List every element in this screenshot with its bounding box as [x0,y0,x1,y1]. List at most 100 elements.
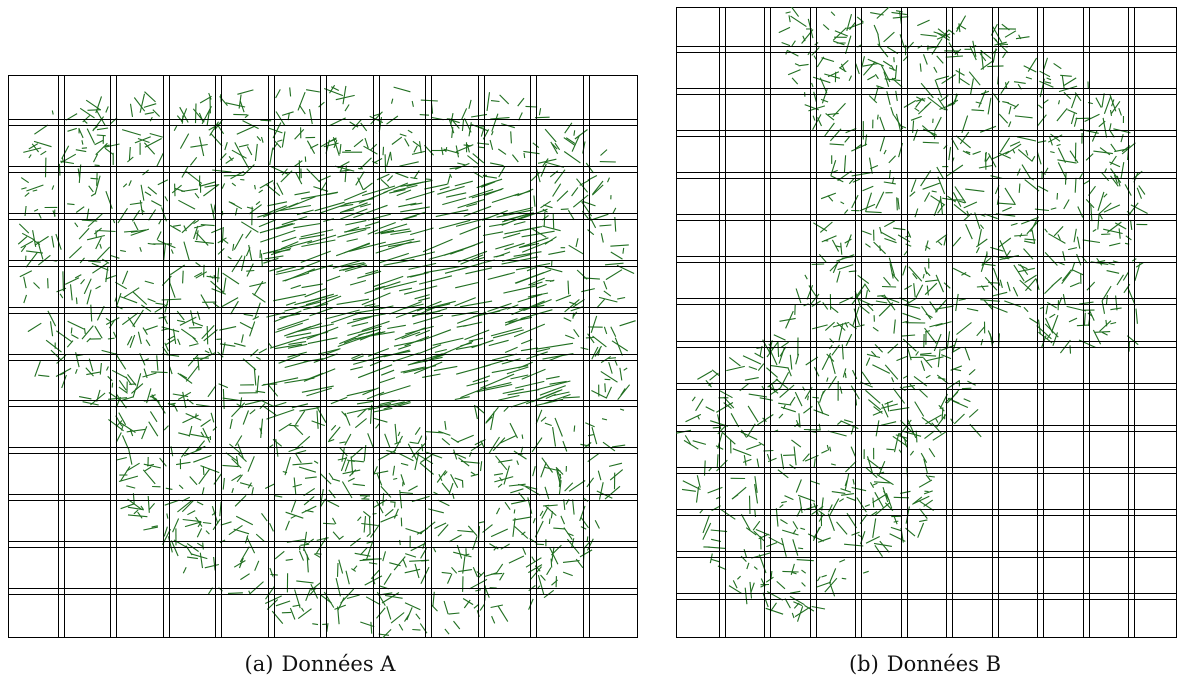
road-segment [144,191,152,197]
road-segment [844,480,848,487]
road-segment [518,237,549,249]
road-segment [842,368,847,378]
road-segment [886,91,891,106]
road-segment [307,234,337,244]
road-segment [457,198,485,209]
road-segment [795,479,802,493]
road-segment [382,492,385,506]
road-segment [400,251,436,261]
road-segment [539,385,566,396]
road-segment [281,215,308,226]
road-segment [525,557,542,568]
road-segment [544,505,557,517]
road-segment [952,267,971,278]
road-segment [1103,204,1121,213]
road-segment [1074,92,1082,102]
road-segment [818,423,821,430]
road-segment [178,432,190,437]
road-segment [923,357,933,369]
road-segment [195,271,208,279]
road-segment [602,441,616,452]
road-segment [301,607,305,612]
road-segment [85,367,94,377]
road-segment [875,191,885,209]
road-segment [935,274,945,293]
road-segment [1087,312,1093,317]
road-segment [463,599,471,609]
road-segment [597,470,602,481]
road-segment [339,333,364,345]
road-segment [550,511,554,519]
road-segment [297,92,306,111]
road-segment [266,599,279,610]
road-segment [304,288,327,298]
road-segment [239,482,253,487]
road-segment [1044,323,1059,338]
road-segment [1027,57,1038,72]
road-segment [366,532,371,538]
road-segment [408,485,418,492]
road-segment [468,188,494,198]
road-segment [1118,108,1122,116]
road-segment [948,29,955,35]
road-segment [1101,172,1110,182]
road-segment [910,179,917,192]
road-segment [1009,141,1021,147]
road-segment [51,110,54,115]
road-segment [1050,133,1061,142]
road-segment [598,482,604,500]
road-segment [142,469,156,485]
road-segment [307,337,338,345]
road-segment [534,116,550,119]
road-segment [454,477,464,482]
road-segment [37,241,44,260]
road-segment [598,296,618,303]
road-segment [1128,341,1131,352]
road-segment [69,284,73,301]
road-segment [285,301,296,306]
road-segment [273,293,306,302]
road-segment [420,566,430,584]
road-segment [396,189,412,197]
road-segment [504,317,526,326]
road-segment [202,542,204,550]
road-segment [324,87,344,97]
road-segment [549,170,559,178]
road-segment [351,321,369,327]
road-segment [383,573,392,585]
road-segment [126,485,136,489]
road-segment [399,133,407,137]
road-segment [535,409,543,425]
road-segment [38,213,42,219]
road-segment [865,467,878,479]
road-segment [611,340,628,352]
road-segment [449,173,453,178]
road-segment [413,361,443,375]
road-segment [244,535,249,544]
road-segment [955,69,965,76]
road-segment [1024,274,1037,284]
road-segment [400,366,425,373]
road-segment [490,100,500,103]
road-segment [328,472,334,479]
road-segment [143,463,161,469]
road-segment [844,35,852,55]
road-segment [804,386,813,399]
road-segment [344,104,350,112]
road-segment [1069,282,1081,288]
road-segment [1037,140,1047,144]
road-segment [521,239,553,253]
road-segment [1073,228,1077,243]
road-segment [364,221,380,227]
road-segment [438,219,471,230]
road-segment [116,292,122,306]
road-segment [495,455,508,471]
road-segment [523,153,526,159]
road-segment [279,204,311,212]
road-segment [493,307,507,313]
road-segment [302,293,334,304]
road-segment [1007,102,1016,108]
road-segment [174,187,185,193]
caption-b: (b) Données B [775,652,1075,676]
road-segment [994,41,1007,46]
